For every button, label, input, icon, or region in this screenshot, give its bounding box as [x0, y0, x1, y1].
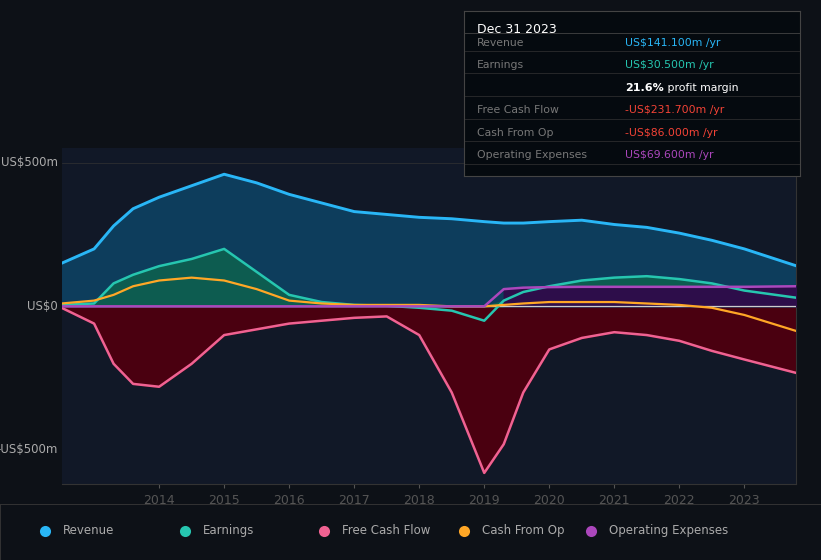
Text: US$500m: US$500m	[1, 156, 58, 169]
Text: Cash From Op: Cash From Op	[482, 524, 564, 538]
Text: -US$500m: -US$500m	[0, 444, 58, 456]
Text: Free Cash Flow: Free Cash Flow	[477, 105, 559, 115]
Text: US$141.100m /yr: US$141.100m /yr	[626, 38, 721, 48]
Text: Operating Expenses: Operating Expenses	[477, 151, 587, 161]
Text: Earnings: Earnings	[203, 524, 255, 538]
Text: Revenue: Revenue	[63, 524, 115, 538]
Text: Earnings: Earnings	[477, 60, 525, 70]
Text: US$0: US$0	[27, 300, 58, 313]
Text: Cash From Op: Cash From Op	[477, 128, 554, 138]
Text: US$69.600m /yr: US$69.600m /yr	[626, 151, 714, 161]
Text: -US$86.000m /yr: -US$86.000m /yr	[626, 128, 718, 138]
Text: Revenue: Revenue	[477, 38, 525, 48]
Text: Free Cash Flow: Free Cash Flow	[342, 524, 431, 538]
Text: Dec 31 2023: Dec 31 2023	[477, 23, 557, 36]
Text: 21.6%: 21.6%	[626, 83, 664, 93]
Text: -US$231.700m /yr: -US$231.700m /yr	[626, 105, 725, 115]
Text: Operating Expenses: Operating Expenses	[609, 524, 728, 538]
Text: profit margin: profit margin	[664, 83, 739, 93]
Text: US$30.500m /yr: US$30.500m /yr	[626, 60, 714, 70]
